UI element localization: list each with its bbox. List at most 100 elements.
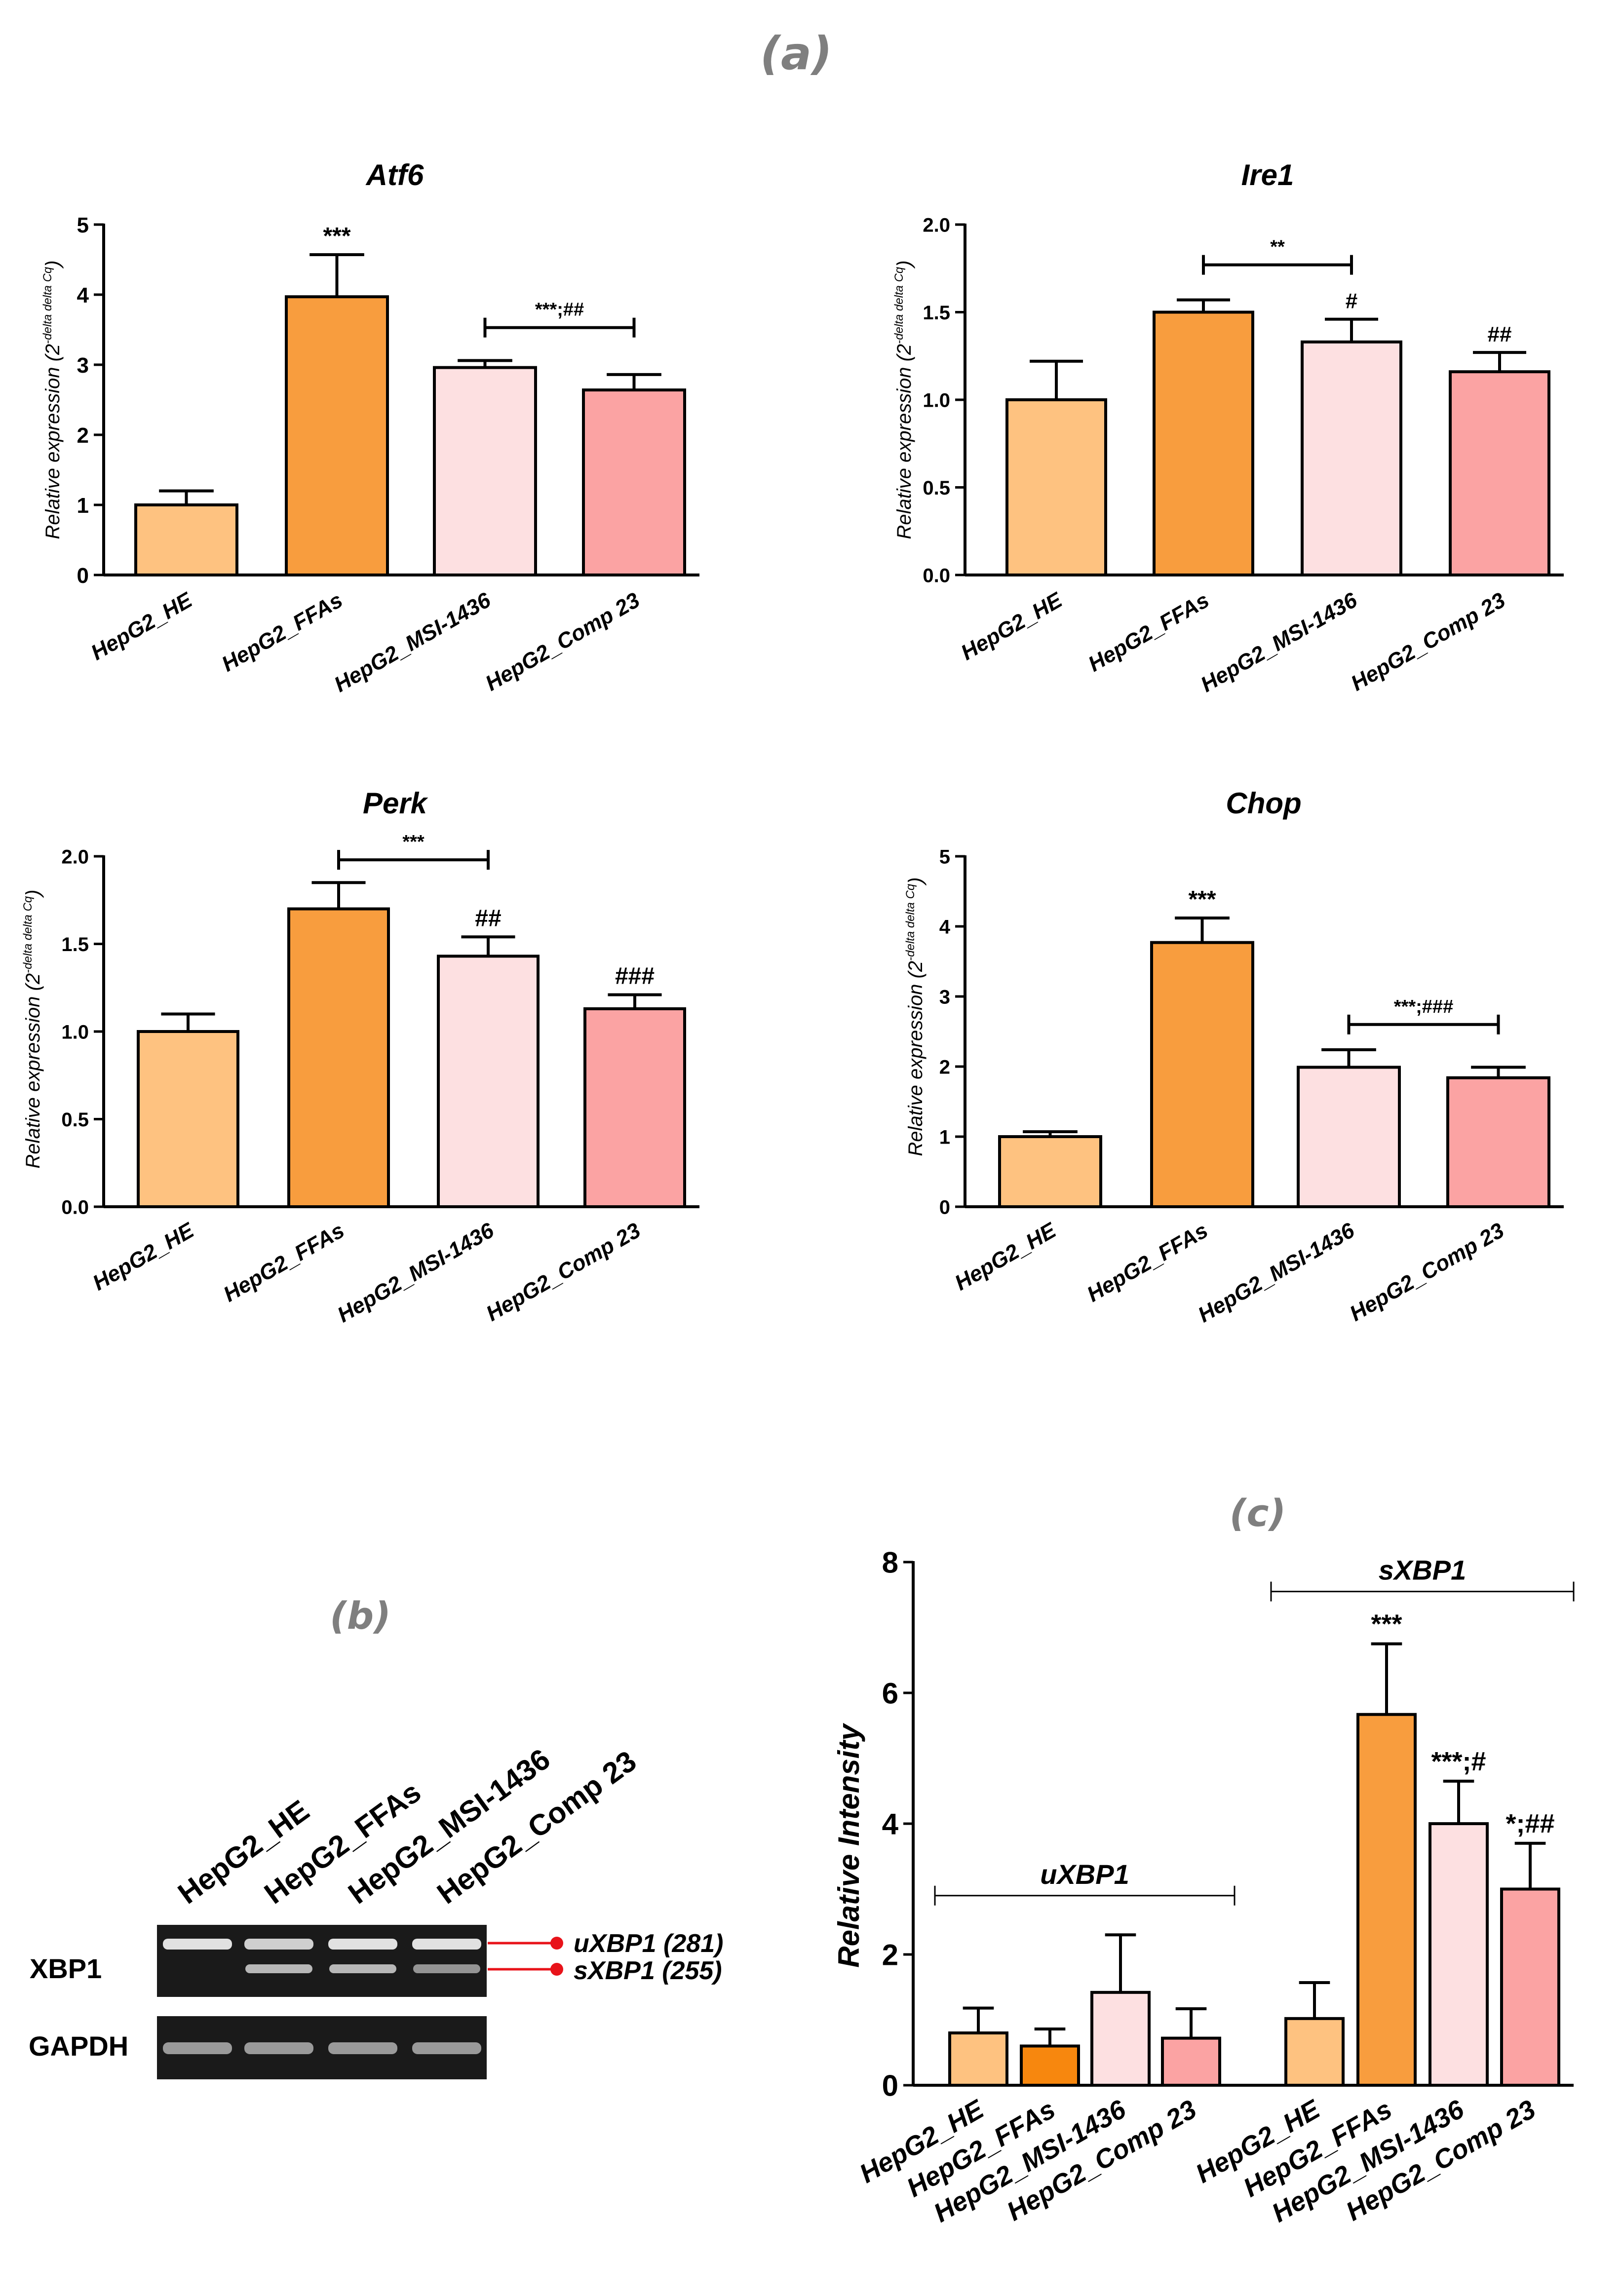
y-tick-label: 0 <box>77 564 89 588</box>
y-tick-label: 2 <box>77 423 89 448</box>
perk-chart: Perk 0.0 0.5 1.0 1.5 2.0 Relative expression (… <box>21 787 699 1327</box>
bar <box>1150 941 1254 1209</box>
y-axis-label: Relative expression (2-delta delta Cq) <box>21 889 44 1168</box>
y-tick-label: 0 <box>882 2069 898 2103</box>
y-tick-label: 0.5 <box>923 477 950 499</box>
y-tick-label: 4 <box>77 283 89 307</box>
y-axis-label: Relative Intensity <box>832 1723 865 1968</box>
uxbp1-band <box>412 1939 481 1950</box>
sxbp1-label: sXBP1 (255) <box>574 1956 722 1985</box>
bar <box>1429 1822 1489 2087</box>
y-tick-label: 1.5 <box>923 302 950 324</box>
sxbp1-marker-dot <box>550 1963 563 1976</box>
bar <box>998 1135 1102 1208</box>
significance-label: *** <box>1188 886 1216 913</box>
significance-label: *** <box>1371 1609 1402 1639</box>
chart-title: Ire1 <box>1241 158 1294 191</box>
y-tick-label: 0.5 <box>61 1109 89 1131</box>
category-label: HepG2_MSI-1436 <box>330 588 495 697</box>
gapdh-band <box>163 2042 232 2054</box>
category-label: HepG2_HE <box>87 587 197 665</box>
category-label: HepG2_FFAs <box>1084 588 1213 676</box>
significance-label: ***;# <box>1431 1747 1486 1776</box>
significance-label: ## <box>1488 322 1512 346</box>
category-label: HepG2_FFAs <box>218 588 347 676</box>
bar <box>134 503 238 576</box>
y-tick-label: 3 <box>939 986 950 1008</box>
gapdh-band <box>328 2042 397 2054</box>
category-label: HepG2_Comp 23 <box>1346 1218 1508 1326</box>
category-label: HepG2_HE <box>89 1218 199 1295</box>
bar <box>1301 340 1402 576</box>
category-label: HepG2_HE <box>957 587 1067 665</box>
y-tick-label: 3 <box>77 353 89 378</box>
y-tick-label: 0.0 <box>923 565 950 586</box>
chart-title: Chop <box>1226 787 1301 820</box>
category-label: HepG2_FFAs <box>1083 1218 1212 1306</box>
chart-title: Atf6 <box>365 158 424 191</box>
y-tick-label: 2.0 <box>923 214 950 236</box>
sxbp1-band <box>245 1964 312 1973</box>
bar <box>1153 310 1254 576</box>
row-label-gapdh: GAPDH <box>29 2030 128 2062</box>
panel-label-b: (b) <box>330 1594 391 1638</box>
bar <box>1446 1076 1550 1208</box>
significance-label: *;## <box>1506 1809 1554 1838</box>
bar <box>137 1030 239 1208</box>
chart-title: Perk <box>363 787 428 820</box>
bar <box>1005 398 1107 576</box>
significance-label: *** <box>323 223 350 249</box>
bar <box>433 366 537 576</box>
row-label-xbp1: XBP1 <box>30 1953 102 1984</box>
y-tick-label: 5 <box>77 213 89 237</box>
significance-label: ## <box>475 905 501 931</box>
y-tick-label: 6 <box>882 1677 898 1710</box>
uxbp1-band <box>328 1939 397 1950</box>
y-tick-label: 1.5 <box>61 934 89 956</box>
y-tick-label: 2 <box>882 1939 898 1972</box>
uxbp1-band <box>244 1939 313 1950</box>
sxbp1-band <box>413 1964 480 1973</box>
uxbp1-label: uXBP1 (281) <box>574 1929 723 1958</box>
atf6-chart: Atf6 0 1 2 3 4 5 Relative expression (2-delta d… <box>41 158 699 697</box>
gel-image: XBP1 GAPDH HepG2_HEHepG2_FFAsHepG2_MSI-1… <box>29 1742 723 2079</box>
category-label: HepG2_HE <box>951 1218 1061 1295</box>
panel-label-a: (a) <box>760 27 832 80</box>
category-label: HepG2_MSI-1436 <box>1194 1218 1359 1327</box>
y-tick-label: 1 <box>939 1126 950 1148</box>
category-label: HepG2_Comp 23 <box>481 588 644 695</box>
bar <box>1284 2017 1345 2087</box>
category-label: HepG2_FFAs <box>219 1218 348 1306</box>
ire1-chart: Ire1 0.0 0.5 1.0 1.5 2.0 Relative expression (… <box>892 158 1564 697</box>
bar <box>948 2031 1008 2087</box>
significance-label: # <box>1346 289 1357 313</box>
group-label: sXBP1 <box>1379 1555 1466 1586</box>
y-tick-label: 0 <box>939 1196 950 1218</box>
gapdh-band <box>412 2042 481 2054</box>
sxbp1-band <box>329 1964 396 1973</box>
y-tick-label: 4 <box>939 916 951 938</box>
y-tick-label: 1 <box>77 494 89 518</box>
uxbp1-marker-dot <box>550 1937 563 1950</box>
bar <box>1449 370 1550 576</box>
bracket-label: ***;### <box>1394 996 1453 1017</box>
y-tick-label: 5 <box>939 846 950 868</box>
bar <box>1297 1066 1401 1208</box>
bracket-label: ** <box>1270 237 1285 258</box>
bar <box>583 1007 686 1208</box>
y-tick-label: 8 <box>882 1546 898 1579</box>
bar <box>1161 2036 1221 2087</box>
bar <box>285 295 389 576</box>
xbp1-gel-strip <box>157 1925 487 1997</box>
y-tick-label: 4 <box>882 1808 899 1841</box>
y-tick-label: 2 <box>939 1056 950 1078</box>
category-label: HepG2_Comp 23 <box>1347 588 1509 695</box>
y-axis-label: Relative expression (2-delta delta Cq) <box>41 260 64 539</box>
uxbp1-band <box>163 1939 232 1950</box>
category-label: HepG2_Comp 23 <box>482 1218 645 1326</box>
y-tick-label: 0.0 <box>61 1196 89 1218</box>
bar <box>1356 1713 1417 2087</box>
y-tick-label: 1.0 <box>61 1021 89 1043</box>
